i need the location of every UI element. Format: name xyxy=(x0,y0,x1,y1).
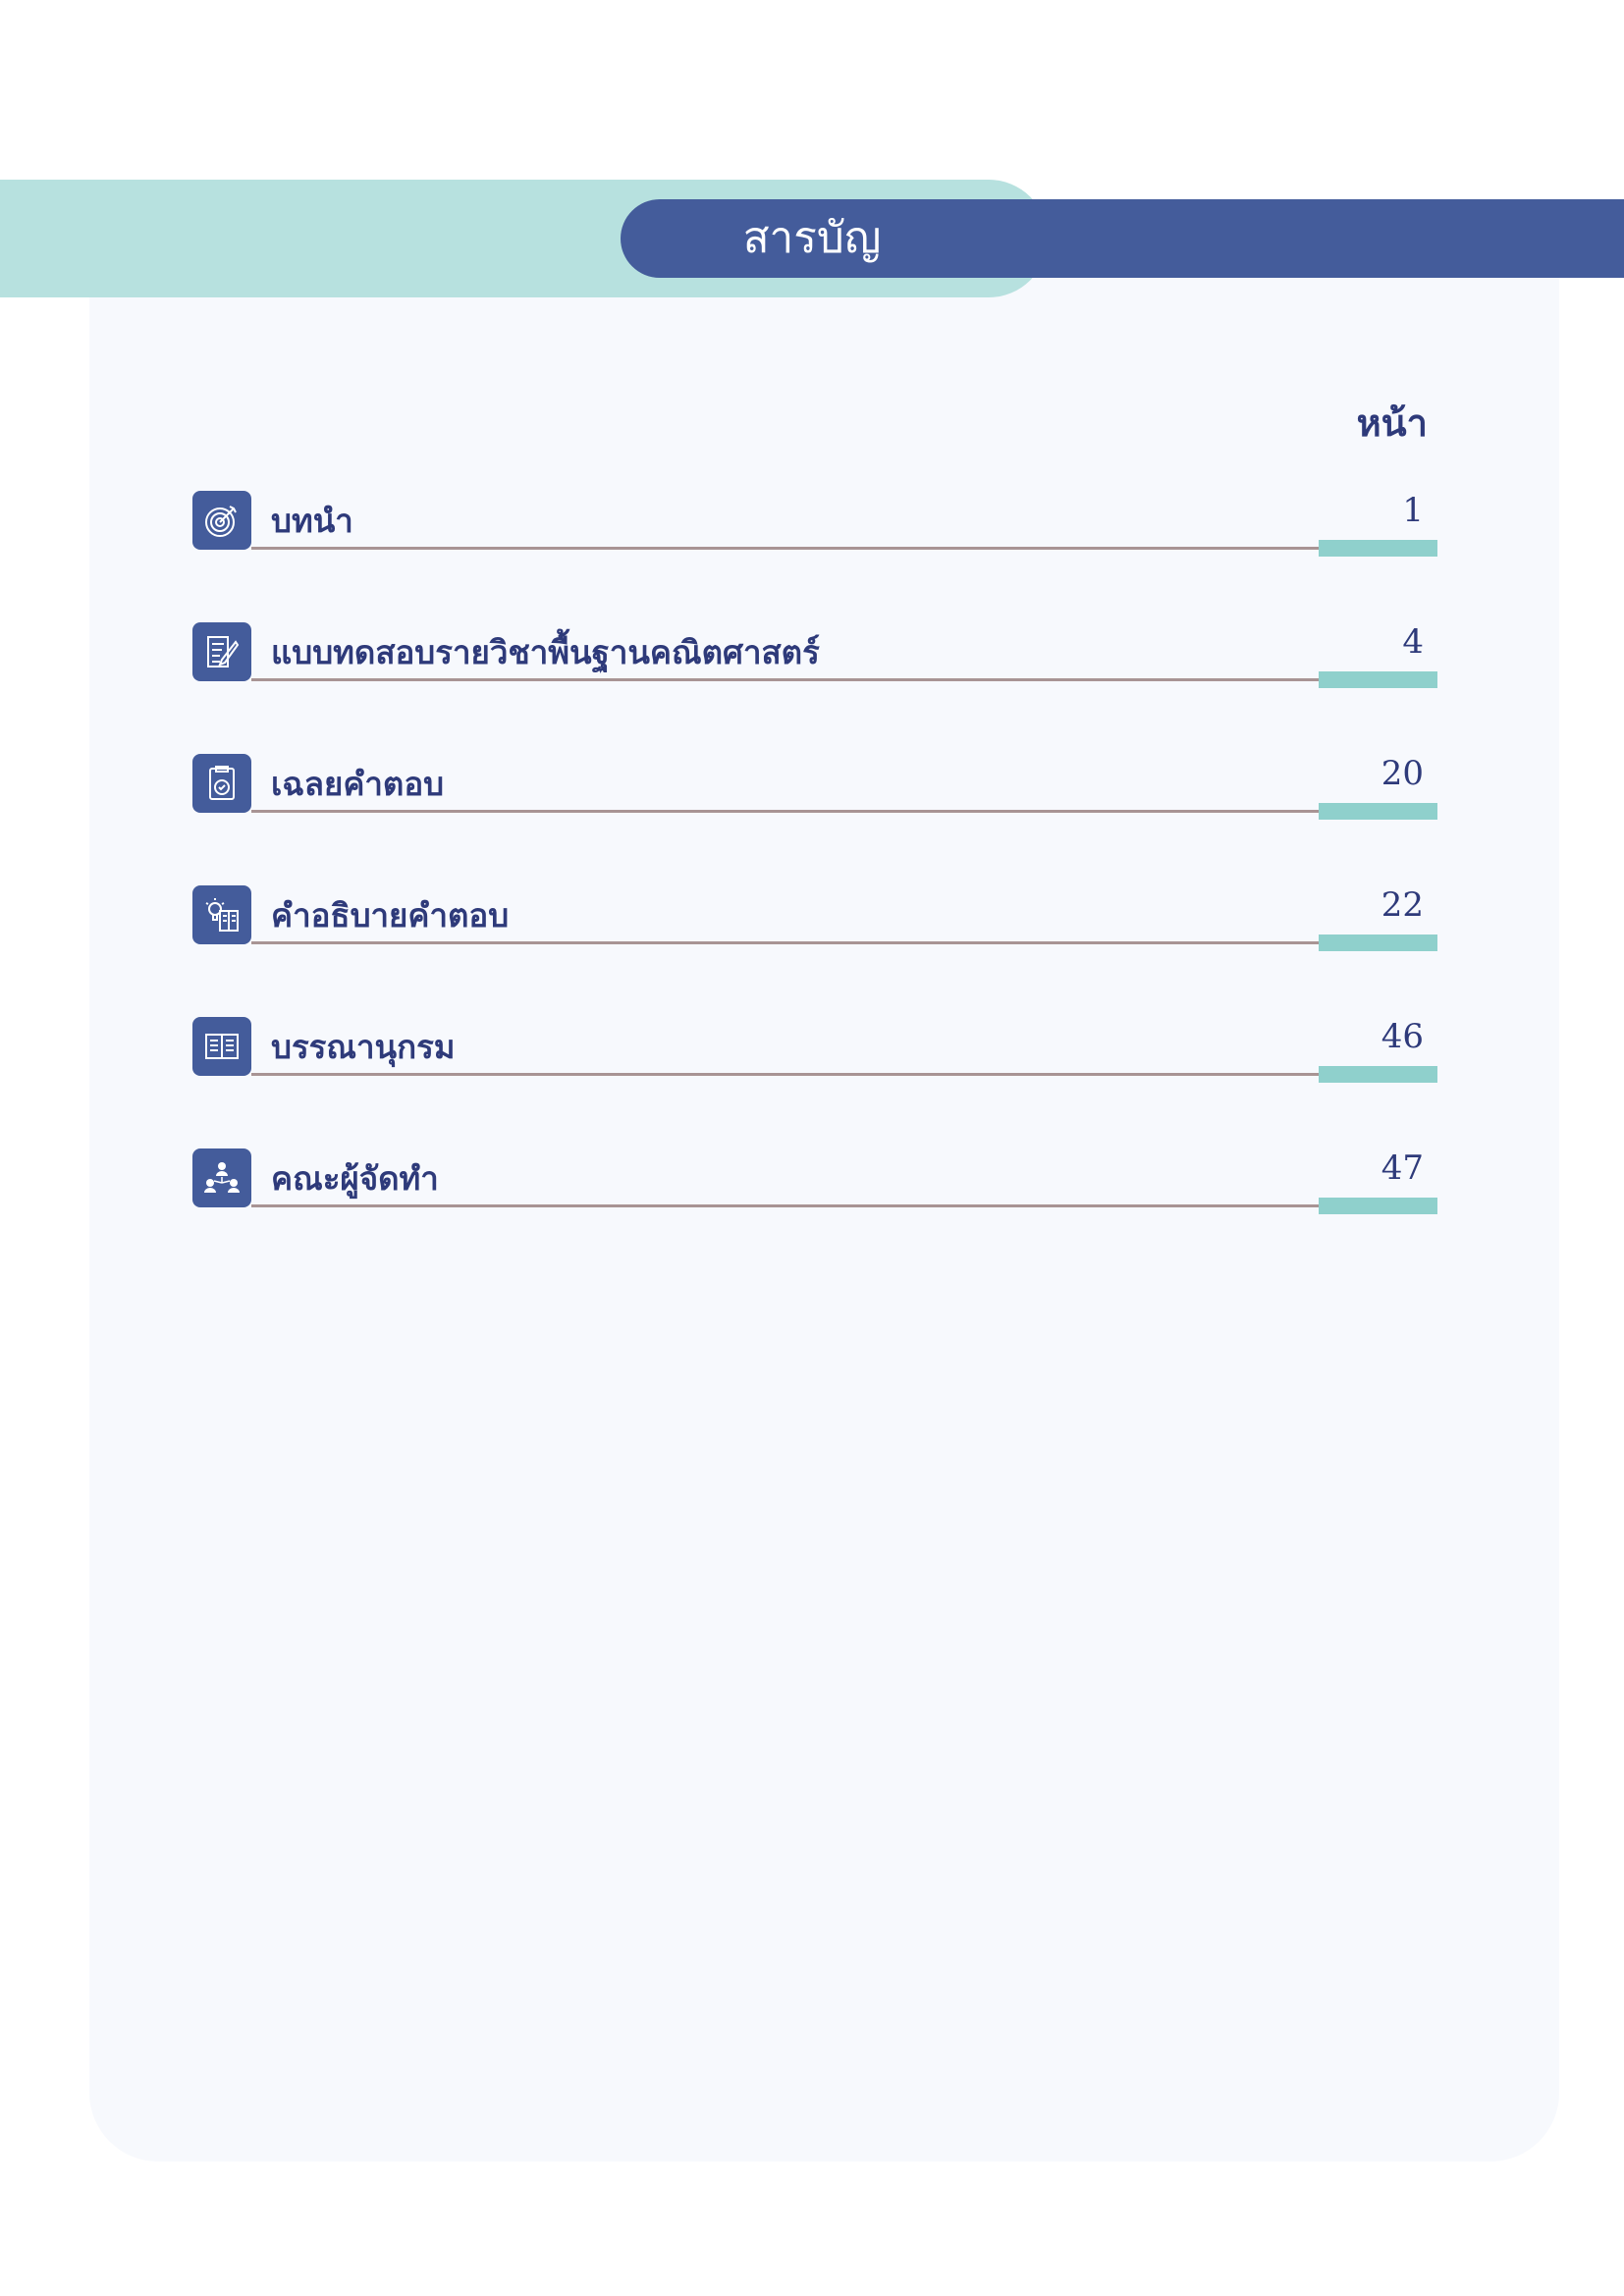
page-marker xyxy=(1319,1198,1437,1214)
open-book-icon xyxy=(192,1017,251,1076)
content-panel xyxy=(89,275,1559,2162)
page-title: สารบัญ xyxy=(742,213,882,263)
target-icon xyxy=(192,491,251,550)
toc-page-number: 1 xyxy=(1402,491,1424,530)
toc-entry-authors[interactable]: คณะผู้จัดทำ 47 xyxy=(192,1148,1437,1214)
page-marker xyxy=(1319,934,1437,951)
toc-entry-label: คำอธิบายคำตอบ xyxy=(271,896,510,934)
team-icon xyxy=(192,1148,251,1207)
toc-entry-answer-key[interactable]: เฉลยคำตอบ 20 xyxy=(192,754,1437,820)
header-blue-bar xyxy=(621,199,1624,278)
page-marker xyxy=(1319,1066,1437,1083)
toc-entry-label: เฉลยคำตอบ xyxy=(271,765,445,803)
toc-page-number: 22 xyxy=(1380,885,1424,925)
divider xyxy=(251,1204,1322,1207)
toc-entry-introduction[interactable]: บทนำ 1 xyxy=(192,491,1437,557)
toc-entry-label: บรรณานุกรม xyxy=(271,1028,456,1066)
divider xyxy=(251,547,1322,550)
toc-entry-math-test[interactable]: แบบทดสอบรายวิชาพื้นฐานคณิตศาสตร์ 4 xyxy=(192,622,1437,688)
document-edit-icon xyxy=(192,622,251,681)
page-marker xyxy=(1319,671,1437,688)
toc-entry-label: แบบทดสอบรายวิชาพื้นฐานคณิตศาสตร์ xyxy=(271,633,820,671)
toc-entry-label: คณะผู้จัดทำ xyxy=(271,1159,439,1198)
toc-entry-bibliography[interactable]: บรรณานุกรม 46 xyxy=(192,1017,1437,1083)
toc-page-number: 47 xyxy=(1380,1148,1424,1188)
toc-entry-label: บทนำ xyxy=(271,502,353,540)
toc-page-number: 20 xyxy=(1380,754,1424,793)
page-marker xyxy=(1319,540,1437,557)
page-column-label: หน้า xyxy=(1356,401,1428,445)
clipboard-check-icon xyxy=(192,754,251,813)
lightbulb-book-icon xyxy=(192,885,251,944)
toc-page-number: 46 xyxy=(1380,1017,1424,1056)
toc-entry-explanations[interactable]: คำอธิบายคำตอบ 22 xyxy=(192,885,1437,951)
divider xyxy=(251,941,1322,944)
page-marker xyxy=(1319,803,1437,820)
divider xyxy=(251,678,1322,681)
toc-page-number: 4 xyxy=(1402,622,1424,662)
divider xyxy=(251,1073,1322,1076)
divider xyxy=(251,810,1322,813)
